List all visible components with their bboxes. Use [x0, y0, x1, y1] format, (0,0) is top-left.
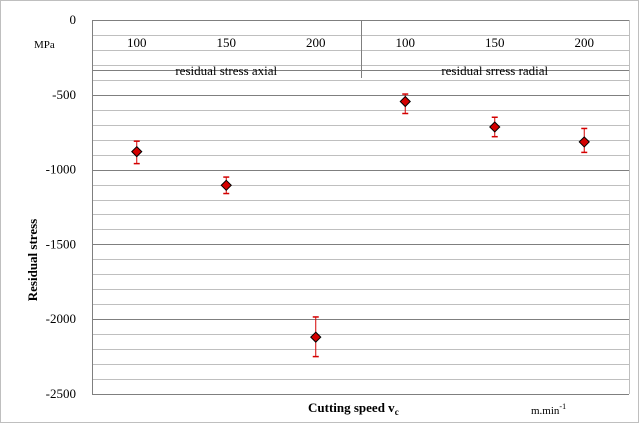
- data-points: [131, 93, 590, 358]
- data-point-diamond: [489, 121, 501, 133]
- x-axis-title-subscript: c: [395, 407, 399, 417]
- category-labels: 100 150 200 residual stress axial 100 150 200 r…: [127, 35, 594, 78]
- y-tick-label: -1500: [46, 236, 76, 251]
- y-tick-label: -2000: [46, 311, 76, 326]
- y-tick-label: -2500: [46, 386, 76, 401]
- category-label: 200: [306, 35, 326, 50]
- category-label: 200: [575, 35, 595, 50]
- category-label: 100: [127, 35, 147, 50]
- group-label: residual srress radial: [441, 63, 548, 78]
- data-point-diamond: [220, 179, 232, 192]
- y-axis-title: Residual stress: [25, 219, 40, 301]
- category-label: 100: [396, 35, 416, 50]
- x-unit-exponent: -1: [559, 402, 566, 411]
- y-axis-ticks: 0 -500 -1000 -1500 -2000 -2500: [46, 12, 76, 401]
- data-point-diamond: [310, 331, 322, 343]
- y-tick-label: -1000: [46, 162, 76, 177]
- grid-lines: [92, 20, 629, 395]
- data-point-diamond: [399, 95, 411, 108]
- group-label: residual stress axial: [175, 63, 277, 78]
- x-unit-main: m.min: [531, 405, 560, 417]
- x-axis-title-main: Cutting speed v: [308, 400, 395, 415]
- category-label: 150: [485, 35, 505, 50]
- y-tick-label: -500: [52, 87, 76, 102]
- plot-frame: [92, 20, 630, 394]
- y-unit-label: MPa: [34, 39, 55, 51]
- x-axis-title: Cutting speed vc: [308, 400, 399, 417]
- x-unit-label: m.min-1: [531, 402, 566, 417]
- y-tick-label: 0: [70, 12, 77, 27]
- data-point-diamond: [578, 136, 590, 148]
- data-point-diamond: [131, 145, 143, 158]
- category-label: 150: [217, 35, 237, 50]
